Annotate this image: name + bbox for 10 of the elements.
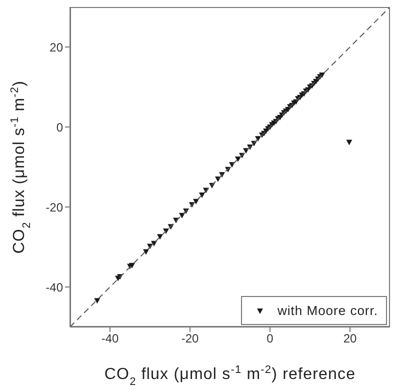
y-tick-label: -20 — [46, 200, 64, 214]
legend-label: with Moore corr. — [278, 303, 378, 318]
y-tick-label: 20 — [50, 40, 64, 54]
y-tick-label: 0 — [56, 120, 64, 134]
x-tick-label: -40 — [101, 332, 119, 346]
y-tick-label: -40 — [46, 280, 64, 294]
x-tick-label: 20 — [343, 332, 357, 346]
x-axis-title: CO$_{2}$ flux (μmol s$^{-1}$ m$^{-2}$) reference — [104, 364, 356, 388]
x-tick-label: -20 — [181, 332, 199, 346]
x-tick-label: 0 — [266, 332, 274, 346]
